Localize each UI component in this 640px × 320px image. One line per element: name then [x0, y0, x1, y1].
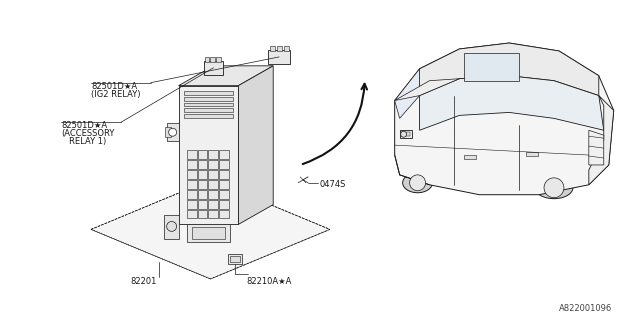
Polygon shape [179, 86, 238, 224]
Bar [220, 150, 229, 159]
Polygon shape [420, 76, 604, 130]
Polygon shape [395, 43, 614, 195]
Bar [277, 46, 282, 51]
Text: 0474S: 0474S [320, 180, 346, 189]
Bar [198, 160, 207, 169]
Bar [465, 155, 476, 159]
Bar [270, 46, 275, 51]
Bar [465, 53, 519, 81]
Circle shape [401, 131, 406, 137]
Polygon shape [164, 127, 171, 137]
Bar [228, 254, 243, 264]
Bar [204, 61, 223, 75]
Polygon shape [395, 79, 460, 100]
Bar [198, 150, 207, 159]
Polygon shape [395, 69, 420, 118]
Text: 82501D★A: 82501D★A [91, 82, 137, 91]
Bar [220, 190, 229, 199]
Bar [220, 210, 229, 219]
Bar [526, 152, 538, 156]
Bar [187, 210, 196, 219]
Polygon shape [179, 66, 273, 86]
Text: 82501D★A: 82501D★A [61, 121, 108, 130]
Text: A822001096: A822001096 [559, 304, 612, 313]
Bar [184, 102, 234, 107]
Polygon shape [589, 130, 604, 165]
Circle shape [169, 128, 177, 136]
Bar [187, 200, 196, 209]
Bar [268, 50, 290, 64]
Bar [198, 200, 207, 209]
Bar [187, 180, 196, 189]
Bar [209, 210, 218, 219]
Ellipse shape [535, 177, 573, 199]
Polygon shape [420, 43, 599, 96]
Bar [205, 57, 209, 62]
Ellipse shape [403, 173, 433, 193]
Bar [191, 228, 225, 239]
Bar [198, 170, 207, 179]
Bar [187, 150, 196, 159]
Bar [406, 132, 410, 136]
Bar [230, 256, 241, 262]
Bar [187, 224, 230, 242]
Bar [184, 91, 234, 95]
Text: 82210A★A: 82210A★A [246, 277, 292, 286]
Bar [209, 150, 218, 159]
Bar [209, 200, 218, 209]
Bar [216, 57, 221, 62]
Bar [220, 200, 229, 209]
Bar [211, 57, 216, 62]
Bar [187, 190, 196, 199]
Bar [209, 160, 218, 169]
Circle shape [166, 221, 177, 231]
Polygon shape [589, 96, 614, 185]
Text: (IG2 RELAY): (IG2 RELAY) [91, 90, 141, 99]
Polygon shape [238, 66, 273, 224]
Bar [187, 160, 196, 169]
Bar [184, 108, 234, 112]
Circle shape [410, 175, 426, 191]
Bar [187, 170, 196, 179]
Bar [198, 180, 207, 189]
Bar [284, 46, 289, 51]
Bar [399, 130, 412, 138]
Polygon shape [91, 180, 330, 279]
Bar [220, 180, 229, 189]
Bar [198, 210, 207, 219]
Bar [220, 160, 229, 169]
Text: (ACCESSORY: (ACCESSORY [61, 129, 115, 138]
Text: RELAY 1): RELAY 1) [69, 137, 106, 146]
Bar [209, 170, 218, 179]
Circle shape [544, 178, 564, 198]
Polygon shape [166, 123, 179, 141]
Bar [209, 180, 218, 189]
Bar [198, 190, 207, 199]
Bar [209, 190, 218, 199]
Bar [401, 132, 404, 136]
Bar [220, 170, 229, 179]
Text: 82201: 82201 [131, 277, 157, 286]
Bar [184, 114, 234, 118]
Bar [184, 97, 234, 100]
Polygon shape [164, 214, 179, 239]
